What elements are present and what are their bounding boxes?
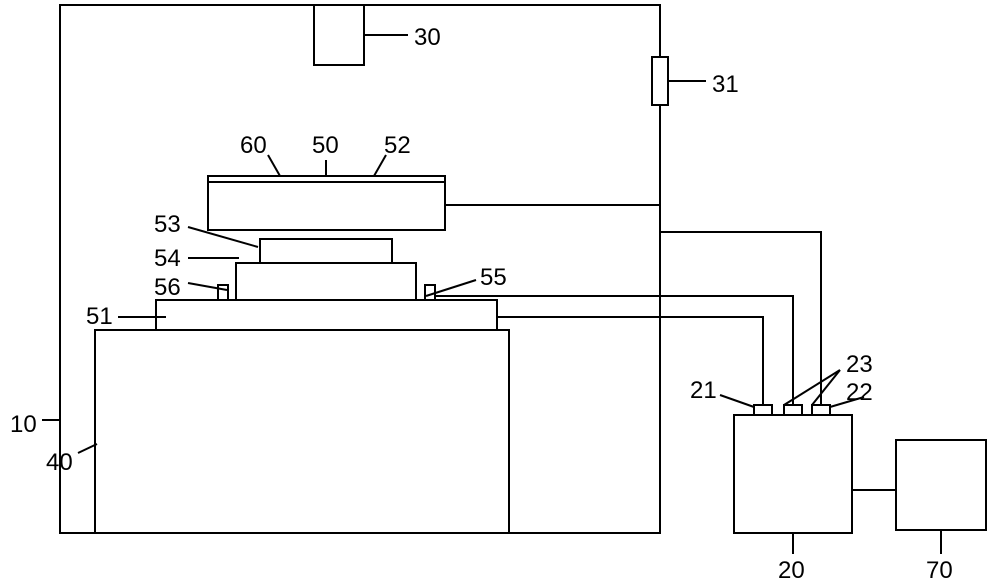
base-block [95, 330, 509, 533]
label-52: 52 [384, 132, 411, 159]
label-31: 31 [712, 71, 739, 98]
stage-lower [236, 263, 416, 300]
platform [156, 300, 497, 330]
label-20: 20 [778, 557, 805, 584]
side-sensor [652, 57, 668, 105]
port-right [812, 405, 830, 415]
label-55: 55 [480, 264, 507, 291]
w-side-to-port-right [660, 232, 821, 405]
cover [208, 182, 445, 230]
label-21: 21 [690, 377, 717, 404]
c-23-b [812, 370, 840, 405]
stage-upper [260, 239, 392, 263]
label-50: 50 [312, 132, 339, 159]
clip-right [425, 285, 435, 300]
top-sensor [314, 5, 364, 65]
label-54: 54 [154, 245, 181, 272]
label-23: 23 [846, 351, 873, 378]
label-60: 60 [240, 132, 267, 159]
cover-top [208, 176, 445, 182]
clip-left [218, 285, 228, 300]
output-box [896, 440, 986, 530]
label-53: 53 [154, 211, 181, 238]
label-70: 70 [926, 557, 953, 584]
control-box [734, 415, 852, 533]
label-30: 30 [414, 24, 441, 51]
port-mid [784, 405, 802, 415]
label-56: 56 [154, 274, 181, 301]
port-left [754, 405, 772, 415]
label-40: 40 [46, 449, 73, 476]
shapes-layer [60, 5, 986, 533]
c-21 [720, 395, 754, 407]
label-51: 51 [86, 303, 113, 330]
technical-diagram: 30 31 60 50 52 53 5456 51 55 10 40 21 2322 20 70 [0, 0, 1000, 584]
label-10: 10 [10, 411, 37, 438]
label-22: 22 [846, 379, 873, 406]
